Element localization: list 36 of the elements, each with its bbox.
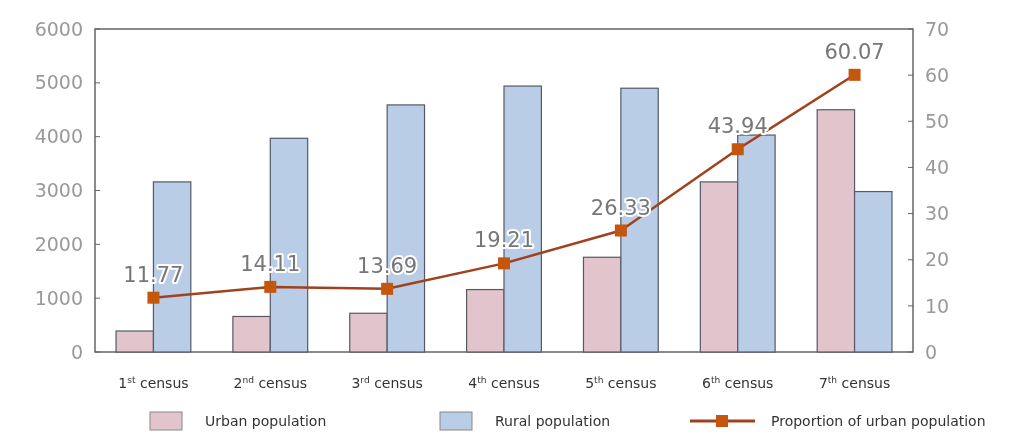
x-tick-label: 4$^{th}$ census [468,375,540,391]
y2-tick-label: 30 [925,202,950,225]
legend-label: Urban population [205,412,327,429]
point [381,282,394,295]
y2-tick-label: 20 [925,248,950,271]
y-tick-label: 4000 [34,125,83,148]
x-tick-label: 3$^{rd}$ census [351,375,423,391]
x-tick-label: 2$^{nd}$ census [233,375,308,391]
x-tick-label: 6$^{th}$ census [702,375,774,391]
y2-tick-label: 70 [925,17,950,40]
y-tick-label: 2000 [34,232,83,255]
x-tick-label: 7$^{th}$ census [818,375,891,391]
point [614,224,627,237]
data-label: 60.07 [824,39,885,64]
y-tick-label: 1000 [34,286,83,309]
x-tick-label: 5$^{th}$ census [585,375,657,391]
y2-tick-label: 10 [925,294,950,317]
x-tick-label: 1$^{st}$ census [118,375,189,391]
data-label: 19.21 [473,228,535,253]
y2-tick-label: 40 [925,156,950,179]
point [848,68,861,81]
point [147,291,160,304]
data-label: 26.33 [590,195,651,220]
y-tick-label: 0 [70,340,83,363]
y-tick-label: 5000 [34,71,83,94]
y2-tick-label: 60 [925,63,950,86]
legend-label: Proportion of urban population [771,412,986,429]
data-label: 43.94 [707,114,768,139]
y-tick-label: 3000 [34,179,83,202]
y2-tick-label: 50 [925,109,950,132]
point [264,280,277,293]
legend-label: Rural population [495,412,611,429]
y-tick-label: 6000 [34,17,83,40]
point [498,257,510,270]
y2-tick-label: 0 [925,340,938,363]
point [731,143,744,156]
